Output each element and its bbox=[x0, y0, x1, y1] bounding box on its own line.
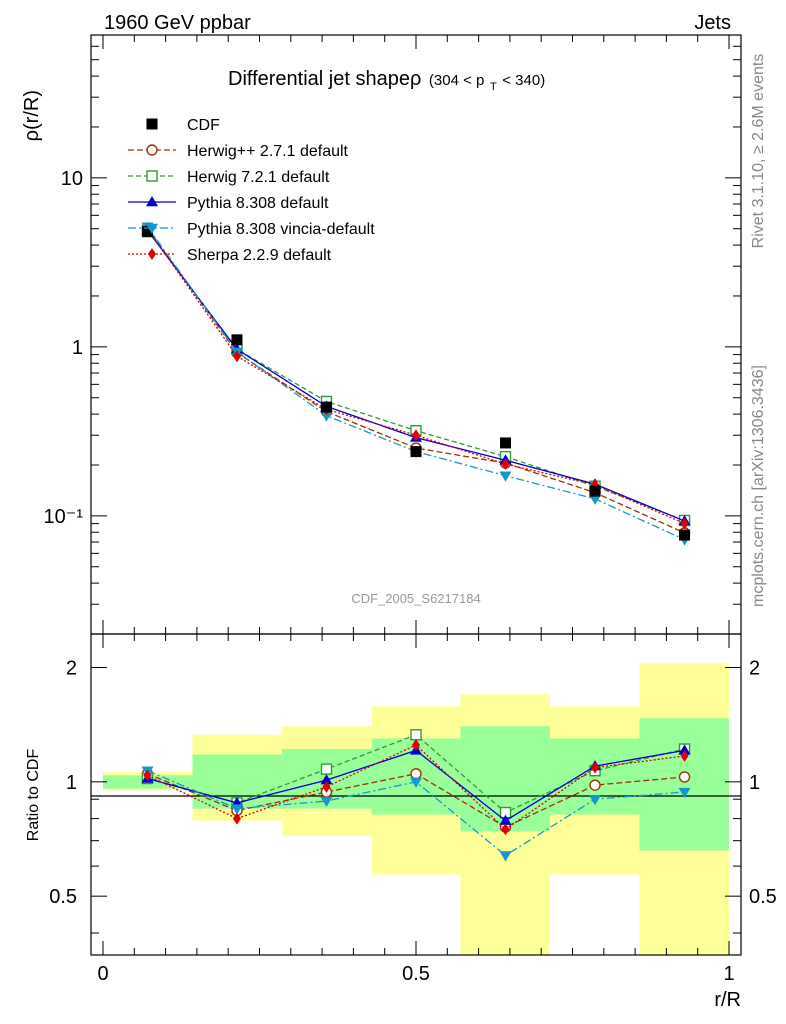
y-tick-label: 10 bbox=[61, 168, 83, 190]
y-tick-label: 10⁻¹ bbox=[44, 506, 84, 528]
legend-label: Sherpa 2.2.9 default bbox=[187, 247, 332, 264]
cdf-data-point bbox=[141, 226, 153, 238]
series-line bbox=[146, 228, 685, 525]
header-energy-label: 1960 GeV ppbar bbox=[104, 12, 251, 34]
ratio-point bbox=[412, 739, 420, 752]
cdf-data-point bbox=[500, 437, 512, 449]
rivet-version-label: Rivet 3.1.10, ≥ 2.6M events bbox=[750, 54, 767, 249]
legend-label: Pythia 8.308 default bbox=[187, 195, 329, 212]
ratio-tick-label-right: 0.5 bbox=[749, 886, 777, 908]
cdf-data-point bbox=[589, 485, 601, 497]
legend-label: Herwig 7.2.1 default bbox=[187, 169, 330, 186]
legend-label: Pythia 8.308 vincia-default bbox=[187, 221, 375, 238]
ratio-point bbox=[499, 851, 512, 862]
inner-band-bin bbox=[639, 718, 729, 851]
header-jets-label: Jets bbox=[694, 12, 731, 34]
x-tick-label: 0.5 bbox=[402, 963, 430, 985]
main-plot-data bbox=[141, 222, 691, 546]
series-line bbox=[146, 229, 685, 522]
ratio-plot-data bbox=[141, 729, 691, 862]
ratio-point bbox=[678, 744, 691, 755]
ratio-point bbox=[589, 779, 601, 791]
chart-title: Differential jet shapeρ (304 < p T < 340… bbox=[228, 68, 545, 95]
ratio-tick-label-right: 1 bbox=[749, 772, 760, 794]
series-point bbox=[232, 350, 241, 363]
legend-marker bbox=[146, 118, 158, 130]
cdf-data-point bbox=[410, 446, 422, 458]
ratio-tick-label: 2 bbox=[66, 657, 77, 679]
series-point bbox=[589, 494, 602, 505]
x-tick-label: 0 bbox=[97, 963, 108, 985]
ratio-axis-label: Ratio to CDF bbox=[25, 749, 42, 842]
ratio-point bbox=[501, 823, 510, 836]
series-line bbox=[146, 229, 685, 522]
ratio-point bbox=[232, 812, 241, 825]
ratio-point bbox=[320, 763, 333, 775]
legend-marker bbox=[146, 144, 158, 156]
legend-marker bbox=[148, 248, 156, 260]
analysis-label: CDF_2005_S6217184 bbox=[351, 591, 480, 606]
series-point bbox=[412, 429, 420, 442]
legend-label: CDF bbox=[187, 117, 220, 134]
ratio-point bbox=[410, 729, 422, 741]
ratio-point bbox=[230, 804, 243, 815]
main-plot-axes: 10 1 10⁻¹ bbox=[44, 34, 741, 635]
y-axis-label: ρ(r/R) bbox=[21, 90, 43, 141]
ratio-point bbox=[678, 771, 691, 783]
ratio-uncertainty-bands bbox=[103, 663, 729, 955]
cdf-data-point bbox=[679, 529, 691, 541]
ratio-tick-label: 0.5 bbox=[49, 886, 77, 908]
ratio-point bbox=[410, 768, 422, 780]
ratio-point bbox=[322, 780, 331, 793]
series-point bbox=[320, 411, 333, 422]
ratio-tick-label: 1 bbox=[66, 772, 77, 794]
ratio-point bbox=[410, 777, 422, 788]
ratio-point bbox=[680, 749, 689, 762]
mcplots-label: mcplots.cern.ch [arXiv:1306.3436] bbox=[750, 365, 767, 607]
cdf-data-point bbox=[320, 401, 332, 413]
ratio-point bbox=[589, 795, 602, 806]
x-tick-label: 1 bbox=[723, 963, 734, 985]
ratio-point bbox=[143, 769, 152, 782]
ratio-point bbox=[591, 761, 600, 774]
legend-label: Herwig++ 2.7.1 default bbox=[187, 143, 349, 160]
ratio-tick-label-right: 2 bbox=[749, 657, 760, 679]
series-point bbox=[501, 458, 510, 471]
legend-marker bbox=[146, 170, 158, 182]
cdf-data-point bbox=[231, 334, 243, 346]
legend-marker bbox=[146, 223, 158, 234]
ratio-point bbox=[320, 796, 333, 808]
ratio-plot-axes: 2 2 1 1 0.5 0.5 0 0.5 1 bbox=[49, 634, 777, 985]
ratio-point bbox=[499, 814, 512, 825]
ratio-point bbox=[678, 787, 691, 799]
series-line bbox=[146, 226, 685, 541]
series-point bbox=[499, 471, 512, 482]
ratio-point bbox=[320, 774, 333, 785]
legend-marker bbox=[146, 196, 158, 207]
series-point bbox=[680, 517, 689, 530]
y-tick-label: 1 bbox=[72, 337, 83, 359]
legend: CDF Herwig++ 2.7.1 default Herwig 7.2.1 de… bbox=[128, 117, 375, 264]
x-axis-label: r/R bbox=[714, 989, 741, 1011]
